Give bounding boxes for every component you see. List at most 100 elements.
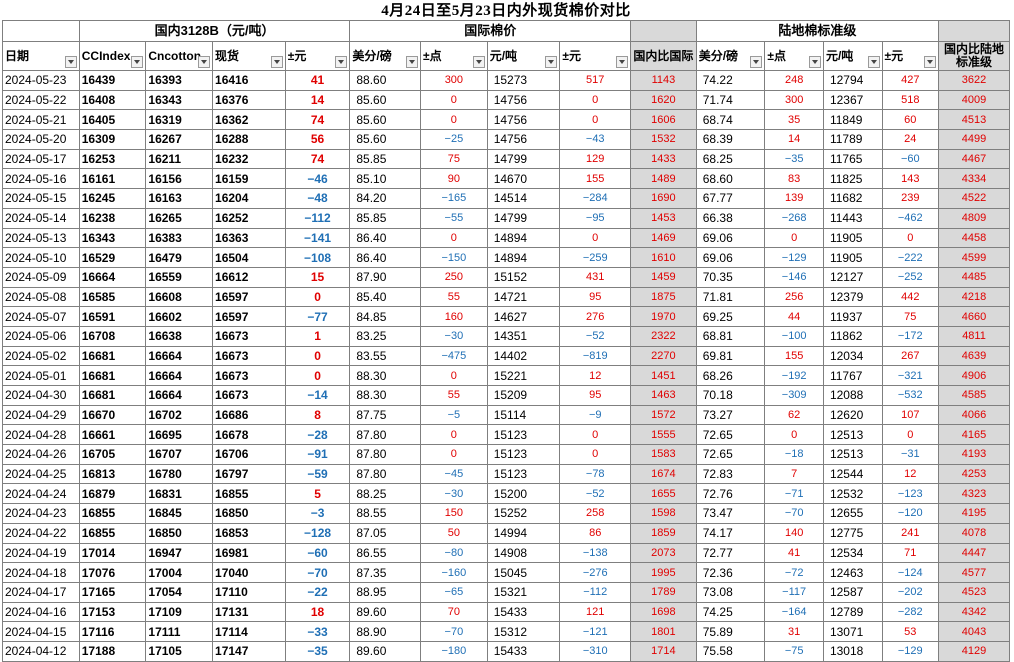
cell-cncotton[interactable]: 16702 — [145, 404, 214, 426]
cell-spot-change[interactable]: 14 — [284, 89, 351, 111]
cell-intl-yuan-ton[interactable]: 14799 — [486, 148, 561, 170]
cell-intl-yuan-change[interactable]: 258 — [559, 503, 632, 524]
cell-intl-yuan-change[interactable]: 0 — [559, 89, 632, 111]
cell-india-cents-lb[interactable]: 69.06 — [695, 227, 766, 249]
cell-domestic-vs-india[interactable]: 4342 — [938, 601, 1010, 623]
cell-intl-yuan-ton[interactable]: 15433 — [486, 601, 561, 623]
cell-date[interactable]: 2024-05-13 — [2, 227, 80, 249]
cell-intl-cents-lb[interactable]: 85.60 — [349, 89, 422, 111]
cell-india-yuan-change[interactable]: 75 — [881, 306, 940, 327]
cell-india-points[interactable]: 140 — [764, 522, 824, 544]
cell-india-cents-lb[interactable]: 70.35 — [695, 266, 766, 288]
cell-spot[interactable]: 16362 — [212, 109, 286, 131]
cell-india-yuan-ton[interactable]: 12513 — [822, 424, 883, 446]
cell-domestic-vs-intl[interactable]: 1859 — [630, 522, 697, 544]
cell-spot-change[interactable]: −22 — [284, 581, 351, 603]
cell-cncotton[interactable]: 16265 — [145, 207, 214, 229]
cell-spot[interactable]: 16204 — [212, 188, 286, 209]
cell-intl-cents-lb[interactable]: 83.55 — [349, 345, 422, 367]
cell-cncotton[interactable]: 16383 — [145, 227, 214, 249]
cell-india-cents-lb[interactable]: 68.25 — [695, 148, 766, 170]
cell-domestic-vs-india[interactable]: 4809 — [938, 207, 1010, 229]
cell-spot-change[interactable]: 5 — [284, 483, 351, 505]
cell-date[interactable]: 2024-05-20 — [2, 129, 80, 150]
cell-domestic-vs-india[interactable]: 3622 — [938, 70, 1010, 91]
cell-intl-cents-lb[interactable]: 83.25 — [349, 325, 422, 347]
cell-date[interactable]: 2024-04-29 — [2, 404, 80, 426]
cell-india-yuan-ton[interactable]: 12534 — [822, 542, 883, 564]
cell-domestic-vs-india[interactable]: 4906 — [938, 365, 1010, 386]
cell-india-cents-lb[interactable]: 68.26 — [695, 365, 766, 386]
cell-india-yuan-change[interactable]: −222 — [881, 247, 940, 268]
cell-intl-yuan-ton[interactable]: 15273 — [486, 70, 561, 91]
cell-cncotton[interactable]: 16707 — [145, 444, 214, 465]
filter-dropdown-icon[interactable] — [867, 56, 880, 68]
cell-domestic-vs-india[interactable]: 4660 — [938, 306, 1010, 327]
cell-spot[interactable]: 16673 — [212, 365, 286, 386]
cell-domestic-vs-intl[interactable]: 1583 — [630, 444, 697, 465]
cell-spot-change[interactable]: −70 — [284, 562, 351, 583]
cell-spot[interactable]: 16288 — [212, 129, 286, 150]
cell-spot-change[interactable]: −59 — [284, 463, 351, 485]
cell-india-cents-lb[interactable]: 68.39 — [695, 129, 766, 150]
cell-spot-change[interactable]: −14 — [284, 385, 351, 406]
cell-intl-cents-lb[interactable]: 88.30 — [349, 385, 422, 406]
cell-domestic-vs-india[interactable]: 4334 — [938, 168, 1010, 190]
cell-spot-change[interactable]: −3 — [284, 503, 351, 524]
cell-intl-cents-lb[interactable]: 88.60 — [349, 70, 422, 91]
cell-spot-change[interactable]: 56 — [284, 129, 351, 150]
cell-domestic-vs-intl[interactable]: 1789 — [630, 581, 697, 603]
cell-intl-yuan-ton[interactable]: 15433 — [486, 640, 561, 662]
cell-spot-change[interactable]: 0 — [284, 286, 351, 308]
cell-india-yuan-change[interactable]: 71 — [881, 542, 940, 564]
cell-date[interactable]: 2024-05-16 — [2, 168, 80, 190]
cell-intl-points[interactable]: 300 — [420, 70, 488, 91]
cell-india-points[interactable]: 31 — [764, 621, 824, 642]
cell-date[interactable]: 2024-05-06 — [2, 325, 80, 347]
cell-ccindex[interactable]: 16670 — [78, 404, 147, 426]
cell-spot-change[interactable]: 18 — [284, 601, 351, 623]
cell-india-yuan-change[interactable]: 239 — [881, 188, 940, 209]
cell-domestic-vs-intl[interactable]: 1463 — [630, 385, 697, 406]
filter-dropdown-icon[interactable] — [64, 56, 77, 68]
cell-cncotton[interactable]: 17054 — [145, 581, 214, 603]
cell-spot[interactable]: 16504 — [212, 247, 286, 268]
cell-intl-yuan-change[interactable]: 431 — [559, 266, 632, 288]
cell-intl-yuan-change[interactable]: 86 — [559, 522, 632, 544]
cell-domestic-vs-intl[interactable]: 1555 — [630, 424, 697, 446]
cell-india-yuan-ton[interactable]: 11825 — [822, 168, 883, 190]
cell-ccindex[interactable]: 16708 — [78, 325, 147, 347]
cell-india-points[interactable]: −146 — [764, 266, 824, 288]
cell-spot-change[interactable]: 15 — [284, 266, 351, 288]
cell-spot[interactable]: 16686 — [212, 404, 286, 426]
cell-cncotton[interactable]: 16319 — [145, 109, 214, 131]
cell-spot-change[interactable]: −60 — [284, 542, 351, 564]
cell-cncotton[interactable]: 16947 — [145, 542, 214, 564]
cell-india-cents-lb[interactable]: 75.89 — [695, 621, 766, 642]
cell-ccindex[interactable]: 17188 — [78, 640, 147, 662]
cell-intl-yuan-change[interactable]: 0 — [559, 424, 632, 446]
cell-intl-cents-lb[interactable]: 85.40 — [349, 286, 422, 308]
cell-intl-cents-lb[interactable]: 88.90 — [349, 621, 422, 642]
cell-india-points[interactable]: −309 — [764, 385, 824, 406]
cell-domestic-vs-intl[interactable]: 1970 — [630, 306, 697, 327]
cell-intl-yuan-ton[interactable]: 14756 — [486, 129, 561, 150]
cell-india-cents-lb[interactable]: 66.38 — [695, 207, 766, 229]
cell-spot-change[interactable]: −141 — [284, 227, 351, 249]
cell-intl-cents-lb[interactable]: 88.30 — [349, 365, 422, 386]
cell-domestic-vs-india[interactable]: 4165 — [938, 424, 1010, 446]
cell-date[interactable]: 2024-04-26 — [2, 444, 80, 465]
cell-india-yuan-change[interactable]: 0 — [881, 424, 940, 446]
cell-domestic-vs-india[interactable]: 4066 — [938, 404, 1010, 426]
cell-date[interactable]: 2024-04-22 — [2, 522, 80, 544]
cell-india-cents-lb[interactable]: 72.83 — [695, 463, 766, 485]
cell-spot[interactable]: 16252 — [212, 207, 286, 229]
cell-ccindex[interactable]: 16813 — [78, 463, 147, 485]
cell-ccindex[interactable]: 16343 — [78, 227, 147, 249]
cell-india-yuan-ton[interactable]: 11767 — [822, 365, 883, 386]
cell-spot-change[interactable]: −77 — [284, 306, 351, 327]
cell-india-cents-lb[interactable]: 73.27 — [695, 404, 766, 426]
cell-intl-points[interactable]: 50 — [420, 522, 488, 544]
cell-intl-points[interactable]: −45 — [420, 463, 488, 485]
cell-domestic-vs-intl[interactable]: 1655 — [630, 483, 697, 505]
